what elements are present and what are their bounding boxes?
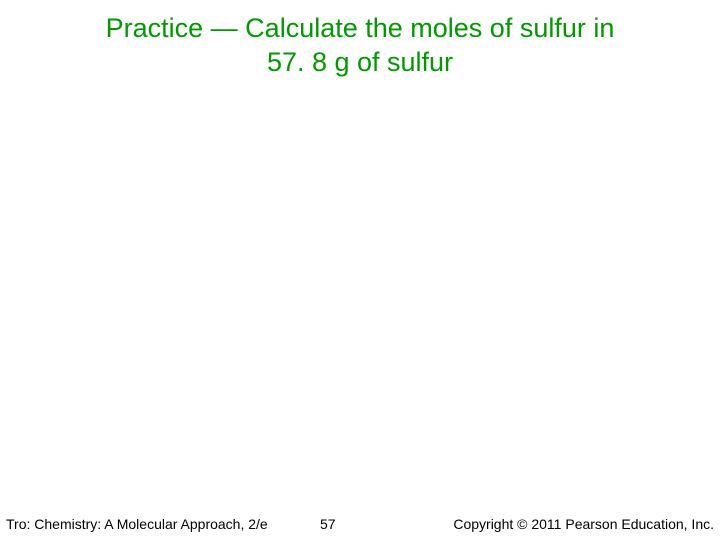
footer-copyright: Copyright © 2011 Pearson Education, Inc. xyxy=(453,516,714,532)
title-line-2: 57. 8 g of sulfur xyxy=(267,47,453,77)
footer-textbook-reference: Tro: Chemistry: A Molecular Approach, 2/… xyxy=(6,516,268,532)
slide-footer: Tro: Chemistry: A Molecular Approach, 2/… xyxy=(0,516,720,532)
slide-title: Practice — Calculate the moles of sulfur… xyxy=(0,0,720,80)
footer-page-number: 57 xyxy=(320,516,336,532)
title-line-1: Practice — Calculate the moles of sulfur… xyxy=(106,13,615,43)
